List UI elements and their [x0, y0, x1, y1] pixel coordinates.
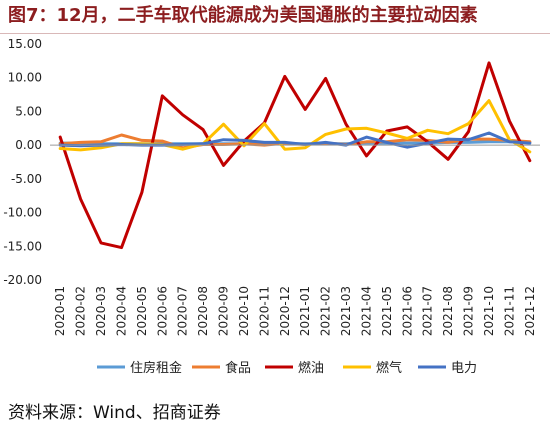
legend-label: 住房租金: [130, 360, 182, 376]
x-tick-label: 2021-04: [359, 286, 373, 336]
x-tick-label: 2021-12: [523, 286, 537, 336]
y-tick-label: 15.00: [8, 37, 42, 51]
legend-label: 燃油: [298, 360, 324, 376]
y-tick-label: -15.00: [3, 239, 42, 253]
x-tick-label: 2020-05: [135, 286, 149, 336]
x-tick-label: 2021-11: [502, 286, 516, 336]
x-tick-label: 2021-10: [482, 286, 496, 336]
x-tick-label: 2020-01: [53, 286, 67, 336]
title-divider: [0, 33, 550, 34]
x-tick-label: 2021-01: [298, 286, 312, 336]
legend-label: 食品: [225, 360, 251, 376]
y-tick-label: -10.00: [3, 206, 42, 220]
x-tick-label: 2020-08: [196, 286, 210, 336]
x-tick-label: 2020-06: [155, 286, 169, 336]
x-tick-label: 2020-04: [114, 286, 128, 336]
axes: 15.00 10.00 5.00 0.00 -5.00 -10.00 -15.00 -20.0…: [3, 37, 540, 336]
x-tick-label: 2021-09: [462, 286, 476, 336]
x-tick-label: 2021-05: [380, 286, 394, 336]
x-tick-label: 2021-02: [319, 286, 333, 336]
x-tick-label: 2020-12: [278, 286, 292, 336]
x-tick-label: 2020-09: [217, 286, 231, 336]
x-tick-label: 2020-11: [257, 286, 271, 336]
series-line-3: [58, 61, 532, 250]
legend: 住房租金 食品 燃油 燃气 电力: [97, 360, 477, 376]
x-tick-label: 2021-03: [339, 286, 353, 336]
line-chart: 15.00 10.00 5.00 0.00 -5.00 -10.00 -15.00 -20.0…: [3, 37, 540, 376]
source-note: 资料来源：Wind、招商证券: [8, 403, 221, 423]
x-tick-label: 2020-07: [176, 286, 190, 336]
plot-area: [58, 61, 532, 250]
y-tick-label: -5.00: [11, 172, 42, 186]
x-tick-label: 2021-06: [400, 286, 414, 336]
legend-label: 电力: [451, 361, 477, 376]
figure-title: 图7：12月，二手车取代能源成为美国通胀的主要拉动因素: [8, 5, 478, 26]
legend-label: 燃气: [376, 360, 402, 376]
x-tick-label: 2021-07: [421, 286, 435, 336]
x-tick-label: 2020-02: [74, 286, 88, 336]
x-tick-label: 2020-03: [94, 286, 108, 336]
y-tick-label: 10.00: [8, 71, 42, 85]
x-tick-label: 2021-08: [441, 286, 455, 336]
y-tick-label: -20.00: [3, 273, 42, 287]
y-tick-label: 0.00: [15, 138, 42, 152]
y-tick-label: 5.00: [15, 104, 42, 118]
x-tick-label: 2020-10: [237, 286, 251, 336]
